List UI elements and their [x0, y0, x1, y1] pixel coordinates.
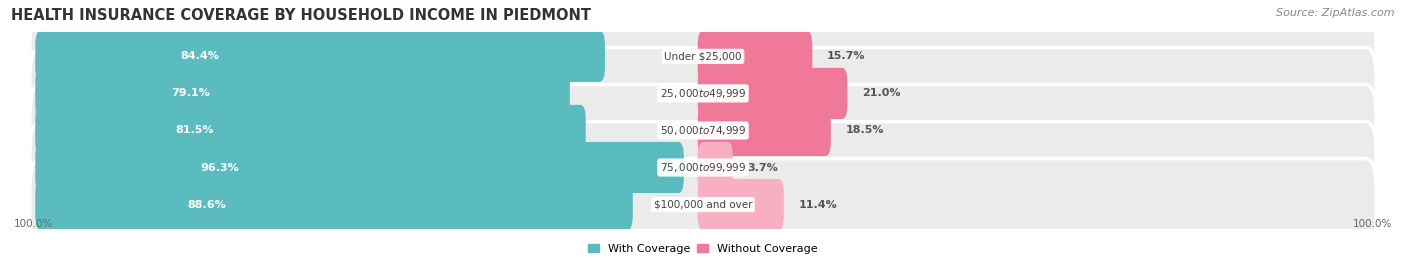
Text: HEALTH INSURANCE COVERAGE BY HOUSEHOLD INCOME IN PIEDMONT: HEALTH INSURANCE COVERAGE BY HOUSEHOLD I…: [11, 8, 592, 23]
Legend: With Coverage, Without Coverage: With Coverage, Without Coverage: [583, 239, 823, 259]
FancyBboxPatch shape: [697, 142, 733, 193]
FancyBboxPatch shape: [30, 84, 1376, 176]
FancyBboxPatch shape: [35, 142, 683, 193]
FancyBboxPatch shape: [697, 105, 831, 156]
FancyBboxPatch shape: [697, 68, 848, 119]
Text: $100,000 and over: $100,000 and over: [654, 200, 752, 210]
Text: 21.0%: 21.0%: [862, 89, 900, 98]
Text: $25,000 to $49,999: $25,000 to $49,999: [659, 87, 747, 100]
FancyBboxPatch shape: [35, 68, 569, 119]
Text: 11.4%: 11.4%: [799, 200, 837, 210]
FancyBboxPatch shape: [30, 10, 1376, 102]
Text: 100.0%: 100.0%: [14, 219, 53, 229]
Text: 3.7%: 3.7%: [748, 162, 778, 172]
Text: Source: ZipAtlas.com: Source: ZipAtlas.com: [1277, 8, 1395, 18]
Text: 18.5%: 18.5%: [845, 125, 884, 136]
FancyBboxPatch shape: [35, 105, 586, 156]
Text: 15.7%: 15.7%: [827, 51, 865, 61]
Text: Under $25,000: Under $25,000: [664, 51, 742, 61]
Text: 96.3%: 96.3%: [200, 162, 239, 172]
Text: 79.1%: 79.1%: [172, 89, 211, 98]
FancyBboxPatch shape: [35, 179, 633, 230]
FancyBboxPatch shape: [35, 31, 605, 82]
FancyBboxPatch shape: [30, 159, 1376, 250]
Text: 100.0%: 100.0%: [1353, 219, 1392, 229]
FancyBboxPatch shape: [697, 179, 783, 230]
Text: $50,000 to $74,999: $50,000 to $74,999: [659, 124, 747, 137]
Text: 88.6%: 88.6%: [187, 200, 226, 210]
FancyBboxPatch shape: [697, 31, 813, 82]
FancyBboxPatch shape: [30, 122, 1376, 214]
FancyBboxPatch shape: [30, 47, 1376, 139]
Text: 81.5%: 81.5%: [176, 125, 214, 136]
Text: $75,000 to $99,999: $75,000 to $99,999: [659, 161, 747, 174]
Text: 84.4%: 84.4%: [180, 51, 219, 61]
